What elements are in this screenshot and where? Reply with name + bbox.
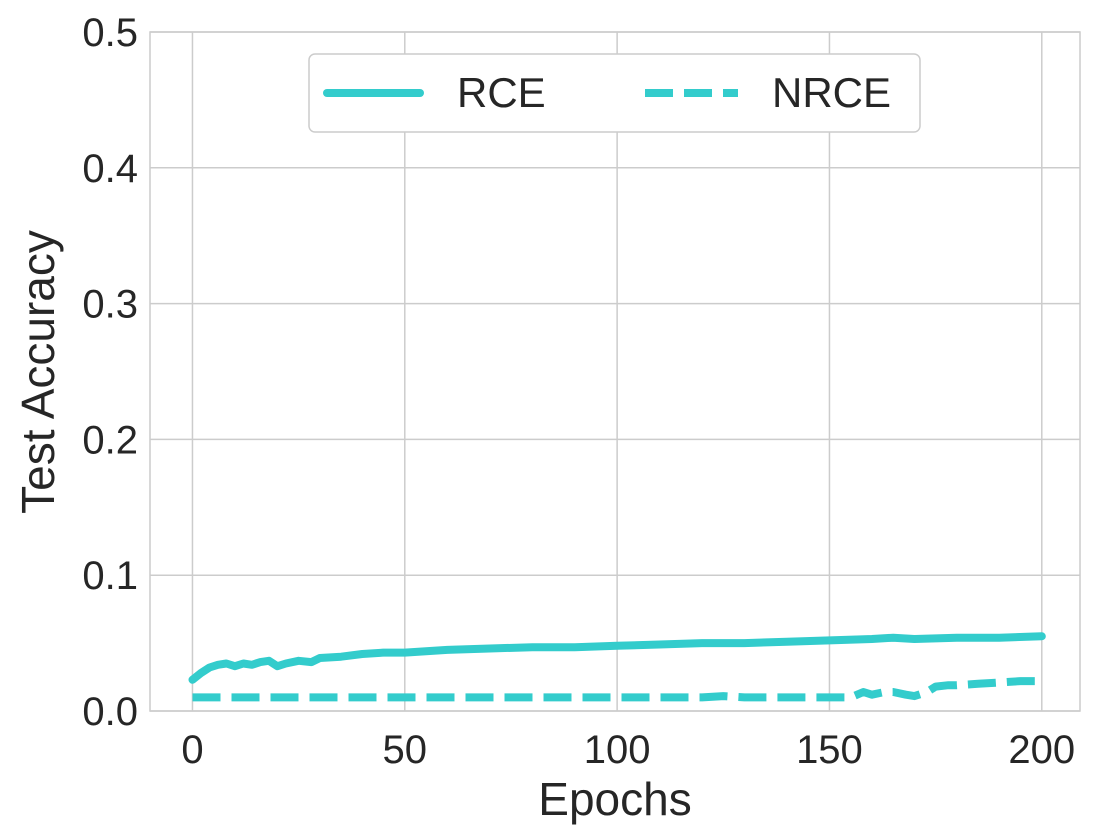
y-tick-label: 0.1: [82, 554, 138, 598]
plot-frame: [149, 31, 1081, 712]
series-line-nrce: [192, 677, 1042, 702]
legend-box: [308, 53, 921, 133]
series-line-rce: [188, 632, 1046, 684]
y-tick-label: 0.5: [82, 11, 138, 55]
x-tick-label: 50: [383, 728, 428, 772]
y-tick-label: 0.0: [82, 690, 138, 734]
legend: RCE NRCE: [308, 53, 921, 133]
y-tick-label: 0.3: [82, 283, 138, 327]
y-axis-title: Test Accuracy: [12, 230, 64, 514]
series-group: [188, 632, 1046, 702]
x-tick-label: 0: [181, 728, 203, 772]
y-tick-label: 0.2: [82, 418, 138, 462]
tick-labels: 0 50 100 150 200 0.0 0.1 0.2 0.3 0.4 0.5: [82, 11, 1075, 772]
legend-label-rce: RCE: [457, 69, 546, 116]
x-axis-title: Epochs: [538, 773, 691, 825]
y-tick-label: 0.4: [82, 147, 138, 191]
legend-label-nrce: NRCE: [772, 69, 891, 116]
x-tick-label: 150: [796, 728, 863, 772]
x-tick-label: 200: [1008, 728, 1075, 772]
x-tick-label: 100: [584, 728, 651, 772]
